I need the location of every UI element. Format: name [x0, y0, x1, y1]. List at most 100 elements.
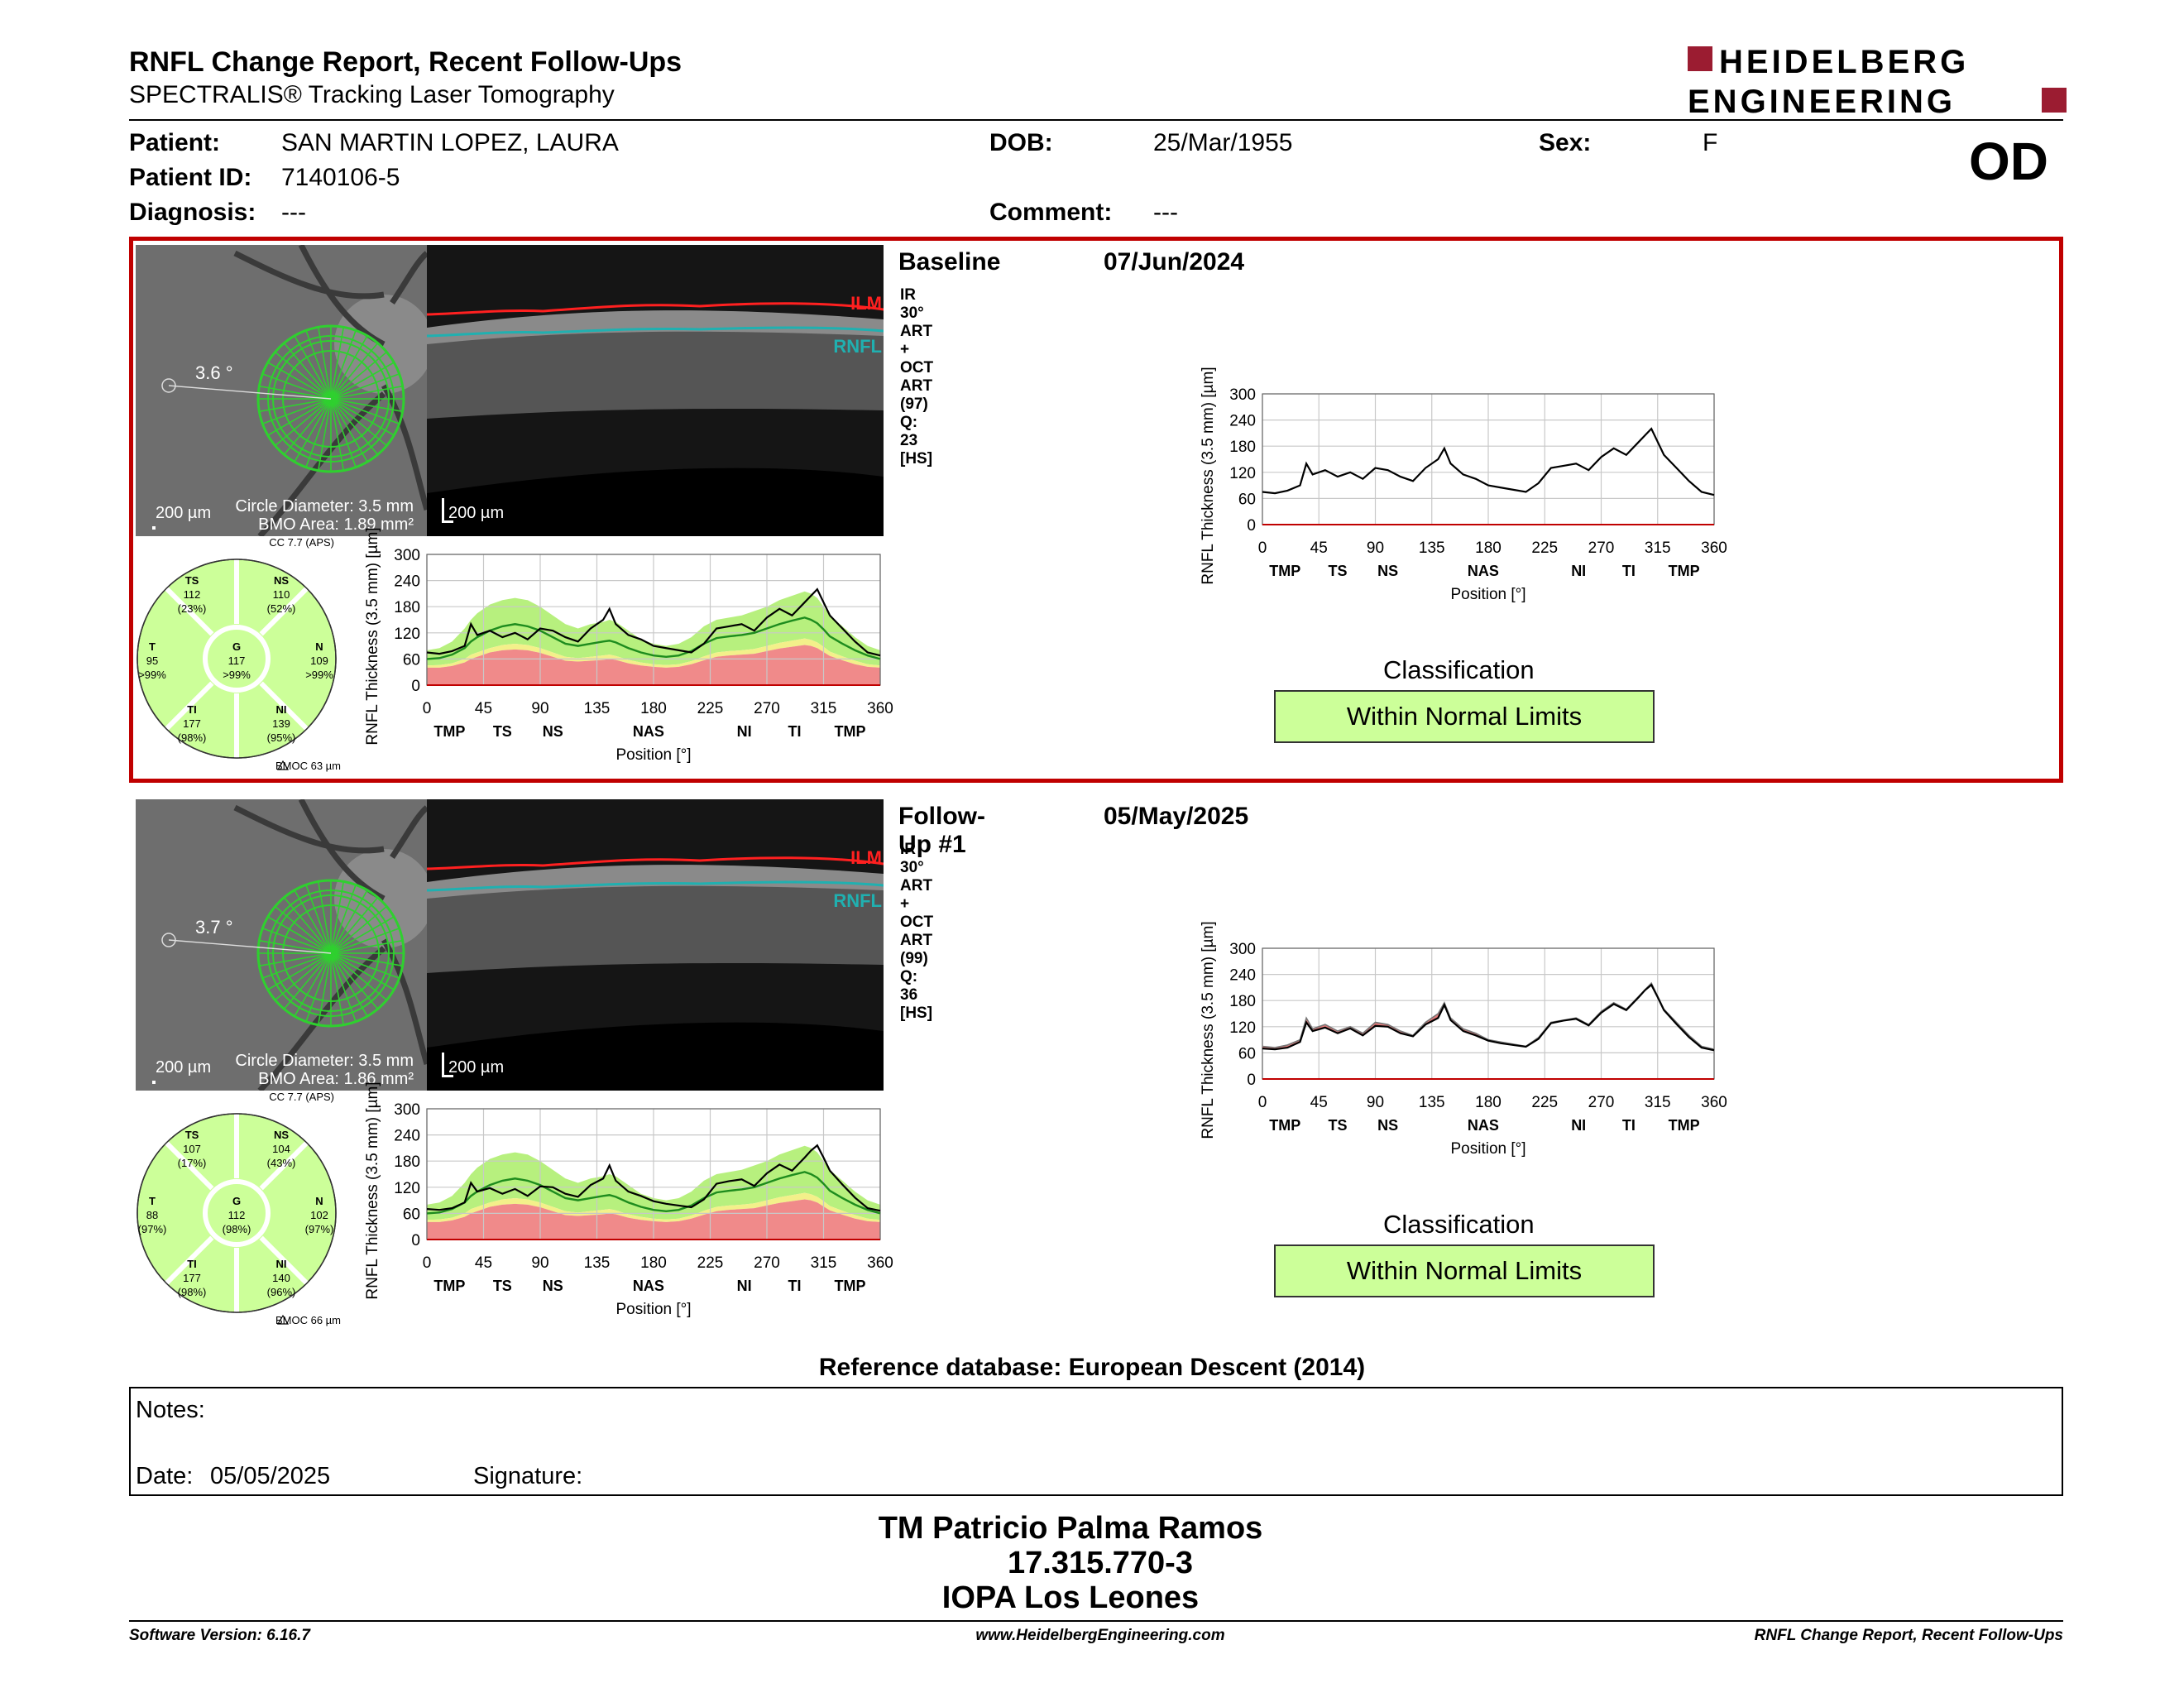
- x-tick-label: 90: [1367, 1094, 1384, 1111]
- y-tick-label: 180: [1229, 993, 1256, 1010]
- y-tick-label: 60: [403, 651, 420, 669]
- x-axis-label: Position [°]: [1450, 586, 1525, 603]
- sector-tick-label: TS: [493, 723, 512, 740]
- oct-bscan: ILM RNFL 200 µm: [427, 245, 884, 536]
- x-tick-label: 45: [1310, 539, 1328, 557]
- sector-ni-percentile: (96%): [267, 1286, 296, 1298]
- sector-n-label: N: [315, 640, 323, 653]
- signer-org: IOPA Los Leones: [941, 1580, 1200, 1615]
- bmoc-label: BMOC 63 µm: [275, 760, 341, 772]
- x-tick-label: 225: [1531, 1094, 1558, 1111]
- eye-indicator: OD: [1969, 132, 2048, 191]
- y-tick-label: 300: [1229, 941, 1256, 958]
- sector-ni-value: 140: [272, 1272, 290, 1284]
- report-title: RNFL Change Report, Recent Follow-Ups: [129, 46, 682, 78]
- notes-box[interactable]: Notes: Date: 05/05/2025 Signature:: [129, 1387, 2063, 1496]
- sector-tick-label: NI: [1571, 1117, 1586, 1134]
- rnfl-layer-label: RNFL: [833, 336, 882, 357]
- signer-id: 17.315.770-3: [1008, 1546, 1193, 1580]
- x-tick-label: 225: [697, 700, 724, 717]
- sector-ns-value: 104: [272, 1143, 290, 1155]
- normal-mean-line: [426, 616, 881, 660]
- y-axis-label: RNFL Thickness (3.5 mm) [µm]: [1200, 921, 1217, 1139]
- x-tick-label: 360: [867, 700, 893, 717]
- x-tick-label: 225: [697, 1254, 724, 1272]
- x-axis-label: Position [°]: [615, 746, 691, 764]
- x-tick-label: 0: [423, 700, 432, 717]
- y-tick-label: 240: [1229, 967, 1256, 985]
- sector-tick-label: TI: [1622, 563, 1636, 579]
- footer-website[interactable]: www.HeidelbergEngineering.com: [975, 1627, 1225, 1644]
- sector-tick-label: NAS: [633, 1278, 664, 1294]
- sector-tick-label: TMP: [1669, 563, 1700, 579]
- logo-line2: ENGINEERING: [1688, 84, 1956, 120]
- x-tick-label: 270: [754, 700, 780, 717]
- bmoc-label: BMOC 66 µm: [275, 1314, 341, 1326]
- x-tick-label: 135: [1419, 1094, 1445, 1111]
- sector-tick-label: TMP: [1269, 563, 1300, 579]
- sector-ns-percentile: (52%): [267, 602, 296, 615]
- sector-g-label: G: [232, 1195, 241, 1207]
- baseline-highlight-frame: [129, 237, 2063, 783]
- oct-bscan-image: ILM RNFL 200 µm: [427, 799, 884, 1091]
- diagnosis-label: Diagnosis:: [129, 199, 256, 226]
- y-tick-label: 120: [394, 1180, 420, 1197]
- dob: 25/Mar/1955: [1153, 129, 1293, 156]
- date-label: Date:: [136, 1463, 194, 1489]
- sector-t-label: T: [149, 640, 156, 653]
- x-tick-label: 270: [1588, 539, 1615, 557]
- sector-n-value: 109: [310, 655, 328, 667]
- sector-tick-label: NS: [543, 723, 563, 740]
- sex: F: [1703, 129, 1718, 156]
- y-tick-label: 300: [1229, 386, 1256, 404]
- patient-id: 7140106-5: [281, 164, 400, 191]
- y-axis-label: RNFL Thickness (3.5 mm) [µm]: [364, 527, 381, 745]
- sector-t-label: T: [149, 1195, 156, 1207]
- sector-ts-label: TS: [185, 1129, 199, 1141]
- classification-title: Classification: [1383, 1210, 1535, 1239]
- sector-tick-label: TS: [493, 1278, 512, 1294]
- circle-diameter: Circle Diameter: 3.5 mm: [235, 1052, 414, 1070]
- sector-tick-label: NI: [737, 723, 752, 740]
- sector-ns-percentile: (43%): [267, 1157, 296, 1169]
- notes-date: 05/05/2025: [210, 1463, 331, 1489]
- x-tick-label: 180: [1475, 1094, 1502, 1111]
- sector-g-value: 112: [228, 1209, 246, 1221]
- y-tick-label: 60: [1238, 491, 1256, 508]
- x-tick-label: 0: [1258, 1094, 1267, 1111]
- x-tick-label: 315: [811, 700, 837, 717]
- sector-ni-percentile: (95%): [267, 731, 296, 744]
- sector-t-value: 88: [146, 1209, 158, 1221]
- x-tick-label: 45: [475, 700, 492, 717]
- x-axis-label: Position [°]: [1450, 1140, 1525, 1158]
- sector-ti-label: TI: [187, 703, 197, 716]
- sector-thickness-diagram: TS 107 (17%) NS 104 (43%) T 88 (97%) G 112 (98%) N 10…: [136, 1091, 341, 1326]
- sector-g-percentile: >99%: [223, 669, 251, 681]
- sector-tick-label: TMP: [1669, 1117, 1700, 1134]
- y-tick-label: 0: [411, 1232, 420, 1249]
- y-tick-label: 0: [411, 678, 420, 695]
- sector-ni-label: NI: [276, 1258, 287, 1270]
- comment-label: Comment:: [989, 199, 1113, 226]
- reference-database: Reference database: European Descent (20…: [818, 1354, 1366, 1381]
- sector-tick-label: TI: [788, 723, 801, 740]
- sector-g-percentile: (98%): [223, 1223, 251, 1235]
- y-tick-label: 120: [394, 626, 420, 643]
- x-tick-label: 135: [584, 1254, 611, 1272]
- sector-n-label: N: [315, 1195, 323, 1207]
- circle-diameter: Circle Diameter: 3.5 mm: [235, 497, 414, 516]
- sector-tick-label: TS: [1328, 563, 1347, 579]
- sector-n-percentile: (97%): [305, 1223, 334, 1235]
- signer-name: TM Patricio Palma Ramos: [878, 1511, 1263, 1546]
- y-tick-label: 240: [394, 573, 420, 591]
- x-tick-label: 90: [531, 700, 548, 717]
- cc-label: CC 7.7 (APS): [269, 536, 334, 549]
- footer-report: RNFL Change Report, Recent Follow-Ups: [1754, 1627, 2063, 1644]
- sector-ti-percentile: (98%): [178, 1286, 207, 1298]
- followup-line: [1262, 983, 1715, 1052]
- sector-tick-label: NS: [1377, 1117, 1398, 1134]
